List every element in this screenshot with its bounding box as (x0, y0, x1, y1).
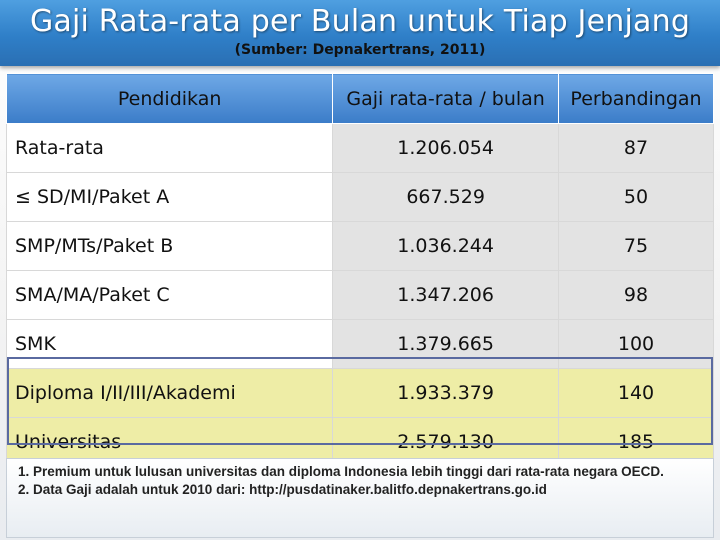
footnotes-box: Premium untuk lulusan universitas dan di… (6, 458, 714, 538)
salary-table-container: Pendidikan Gaji rata-rata / bulan Perban… (5, 73, 714, 467)
footnote-item: Premium untuk lulusan universitas dan di… (33, 463, 707, 481)
column-header-gaji: Gaji rata-rata / bulan (332, 73, 560, 124)
cell-perbandingan: 87 (558, 123, 714, 173)
table-row: SMP/MTs/Paket B 1.036.244 75 (5, 221, 714, 271)
cell-perbandingan: 75 (558, 221, 714, 271)
cell-gaji: 1.036.244 (332, 221, 560, 271)
table-row: SMA/MA/Paket C 1.347.206 98 (5, 270, 714, 320)
table-row: SMK 1.379.665 100 (5, 319, 714, 369)
column-header-perbandingan: Perbandingan (558, 73, 714, 124)
cell-perbandingan: 98 (558, 270, 714, 320)
title-banner: Gaji Rata-rata per Bulan untuk Tiap Jenj… (0, 0, 720, 66)
footnote-item: Data Gaji adalah untuk 2010 dari: http:/… (33, 481, 707, 499)
cell-gaji: 667.529 (332, 172, 560, 222)
cell-gaji: 1.933.379 (332, 368, 560, 418)
cell-gaji: 1.206.054 (332, 123, 560, 173)
table-row: ≤ SD/MI/Paket A 667.529 50 (5, 172, 714, 222)
table-row-highlighted: Diploma I/II/III/Akademi 1.933.379 140 (5, 368, 714, 418)
footnotes-list: Premium untuk lulusan universitas dan di… (13, 463, 707, 499)
page-subtitle: (Sumber: Depnakertrans, 2011) (234, 42, 486, 58)
cell-pendidikan: Diploma I/II/III/Akademi (5, 368, 334, 418)
cell-pendidikan: SMA/MA/Paket C (5, 270, 334, 320)
cell-pendidikan: Rata-rata (5, 123, 334, 173)
cell-pendidikan: SMP/MTs/Paket B (5, 221, 334, 271)
cell-perbandingan: 100 (558, 319, 714, 369)
cell-gaji: 1.379.665 (332, 319, 560, 369)
column-header-pendidikan: Pendidikan (5, 73, 334, 124)
table-header-row: Pendidikan Gaji rata-rata / bulan Perban… (5, 73, 714, 124)
cell-pendidikan: ≤ SD/MI/Paket A (5, 172, 334, 222)
cell-gaji: 1.347.206 (332, 270, 560, 320)
salary-table: Pendidikan Gaji rata-rata / bulan Perban… (5, 73, 714, 467)
table-row: Rata-rata 1.206.054 87 (5, 123, 714, 173)
cell-perbandingan: 140 (558, 368, 714, 418)
cell-perbandingan: 50 (558, 172, 714, 222)
page-title: Gaji Rata-rata per Bulan untuk Tiap Jenj… (29, 4, 691, 39)
cell-pendidikan: SMK (5, 319, 334, 369)
